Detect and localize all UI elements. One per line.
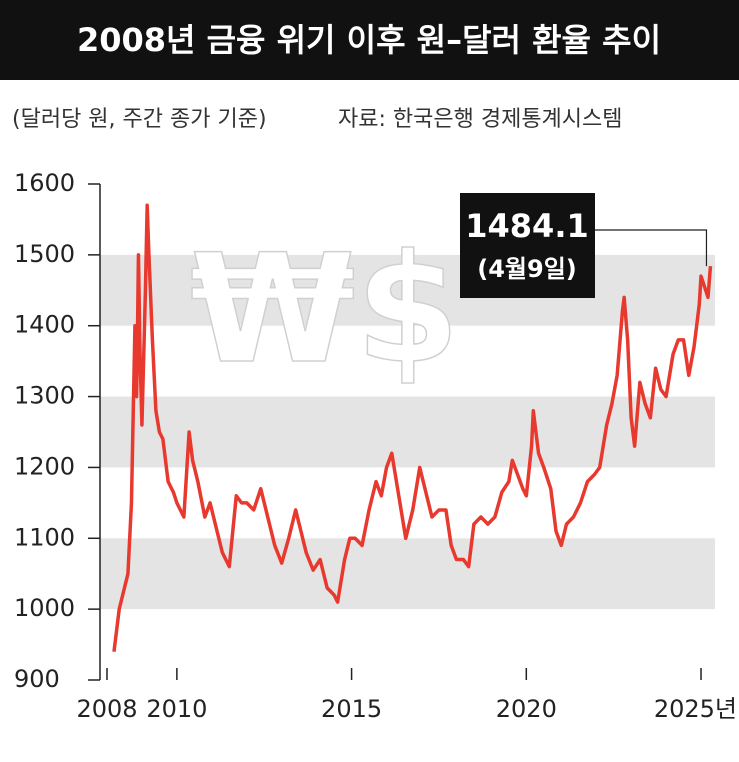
y-tick-label: 1100 bbox=[14, 523, 75, 551]
y-tick-label: 900 bbox=[14, 665, 60, 693]
annotation-box bbox=[460, 193, 595, 298]
x-tick-label: 2020 bbox=[496, 695, 557, 723]
x-tick-label: 2010 bbox=[146, 695, 207, 723]
grid-band bbox=[100, 609, 715, 680]
annotation-date: (4월9일) bbox=[477, 255, 577, 283]
plot-background bbox=[100, 184, 715, 680]
source: 자료: 한국은행 경제통계시스템 bbox=[338, 107, 623, 132]
subtitle: (달러당 원, 주간 종가 기준) bbox=[12, 107, 267, 132]
watermark: ₩$ bbox=[190, 223, 460, 397]
y-tick-label: 1600 bbox=[14, 169, 75, 197]
y-tick-label: 1000 bbox=[14, 594, 75, 622]
title-bar bbox=[0, 0, 739, 80]
x-tick-label: 2015 bbox=[321, 695, 382, 723]
y-tick-label: 1300 bbox=[14, 382, 75, 410]
x-tick-label: 2025년 bbox=[654, 695, 737, 723]
grid-band bbox=[100, 325, 715, 397]
chart-title: 2008년 금융 위기 이후 원–달러 환율 추이 bbox=[77, 21, 661, 59]
annotation-connector bbox=[595, 229, 708, 267]
annotation-value: 1484.1 bbox=[465, 207, 588, 245]
y-tick-label: 1200 bbox=[14, 452, 75, 480]
data-line bbox=[112, 203, 713, 652]
y-tick-label: 1500 bbox=[14, 240, 75, 268]
x-tick-label: 2008 bbox=[76, 695, 137, 723]
grid-band bbox=[100, 184, 715, 255]
y-tick-label: 1400 bbox=[14, 311, 75, 339]
